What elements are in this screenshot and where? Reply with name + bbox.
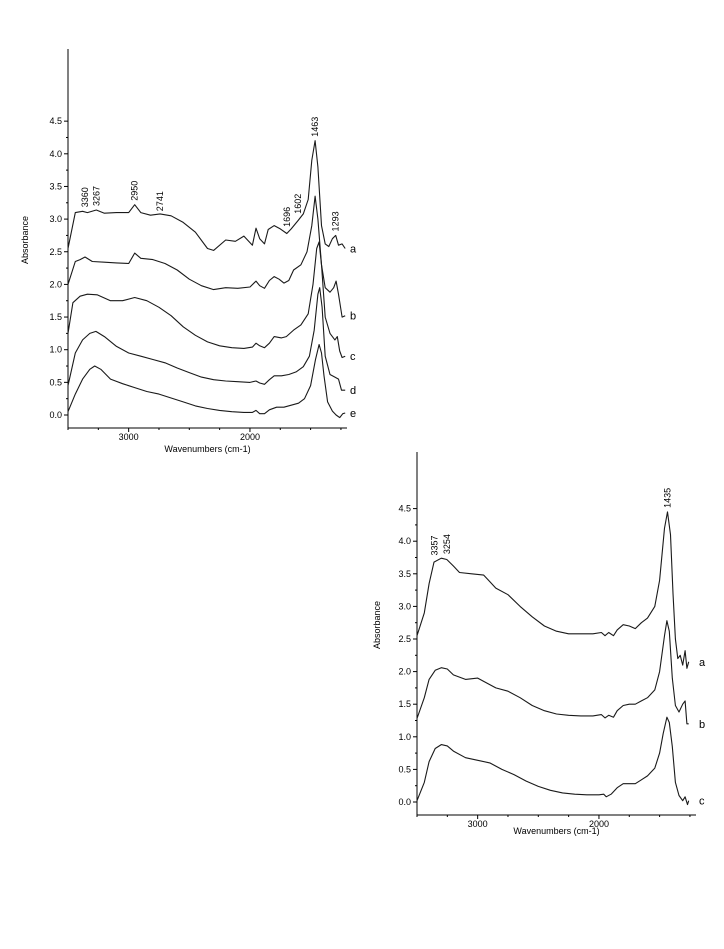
y-tick-label: 3.5 — [398, 569, 411, 579]
spectrum-line-c — [67, 241, 346, 359]
peak-label: 3357 — [429, 535, 439, 555]
spectrum-plot-top-left: 0.0 0.5 1.0 1.5 2.0 2.5 3.0 3.5 4.0 4.5 3000 2000 Wa… — [20, 49, 357, 454]
spectrum-line-c — [416, 716, 690, 806]
trace-label-c: c — [699, 796, 705, 808]
y-tick-label: 1.0 — [398, 732, 411, 742]
y-tick-label: 3.5 — [49, 181, 62, 191]
trace-label-a: a — [699, 657, 706, 669]
peak-label: 3254 — [442, 534, 452, 554]
spectrum-plot-bottom-right: 0.0 0.5 1.0 1.5 2.0 2.5 3.0 3.5 4.0 4.5 3000 2000Wa… — [372, 452, 706, 836]
trace-label-a: a — [350, 243, 357, 255]
y-tick-label: 3.0 — [398, 601, 411, 611]
y-tick-label: 3.0 — [49, 214, 62, 224]
x-tick-label: 2000 — [240, 432, 260, 442]
spectrum-line-b — [416, 620, 689, 725]
y-tick-label: 1.5 — [398, 699, 411, 709]
x-tick-label: 3000 — [468, 819, 488, 829]
x-axis-label: Wavenumbers (cm-1) — [513, 826, 599, 836]
y-tick-label: 2.5 — [398, 634, 411, 644]
spectrum-line-a — [416, 511, 690, 669]
y-tick-label: 0.5 — [49, 377, 62, 387]
trace-label-e: e — [350, 408, 356, 420]
peak-label: 1696 — [282, 207, 292, 227]
trace-label-b: b — [350, 311, 356, 323]
trace-label-d: d — [350, 385, 356, 397]
y-tick-label: 2.0 — [398, 667, 411, 677]
y-tick-label: 2.5 — [49, 247, 62, 257]
y-tick-label: 1.0 — [49, 345, 62, 355]
y-tick-label: 0.0 — [398, 797, 411, 807]
spectrum-line-e — [67, 343, 346, 419]
x-tick-label: 3000 — [119, 432, 139, 442]
y-tick-label: 4.0 — [398, 536, 411, 546]
peak-label: 2950 — [130, 181, 140, 201]
y-tick-label: 2.0 — [49, 279, 62, 289]
y-tick-label: 4.0 — [49, 149, 62, 159]
y-tick-label: 4.5 — [398, 504, 411, 514]
peak-label: 1435 — [662, 488, 672, 508]
y-tick-label: 0.5 — [398, 764, 411, 774]
peak-label: 1293 — [331, 211, 341, 231]
y-tick-label: 0.0 — [49, 410, 62, 420]
peak-label: 3267 — [91, 186, 101, 206]
x-tick-label: 2000 — [589, 819, 609, 829]
y-tick-label: 1.5 — [49, 312, 62, 322]
y-tick-label: 4.5 — [49, 116, 62, 126]
trace-label-b: b — [699, 719, 705, 731]
x-axis-label: Wavenumbers (cm-1) — [164, 444, 250, 454]
spectrum-line-b — [67, 195, 346, 318]
spectrum-line-d — [67, 287, 346, 391]
spectrum-line-a — [67, 140, 346, 251]
y-axis-label: Absorbance — [20, 216, 30, 264]
peak-label: 3360 — [80, 187, 90, 207]
peak-label: 2741 — [155, 191, 165, 211]
peak-label: 1602 — [293, 194, 303, 214]
y-axis-label: Absorbance — [372, 601, 382, 649]
trace-label-c: c — [350, 351, 356, 363]
peak-label: 1463 — [310, 117, 320, 137]
